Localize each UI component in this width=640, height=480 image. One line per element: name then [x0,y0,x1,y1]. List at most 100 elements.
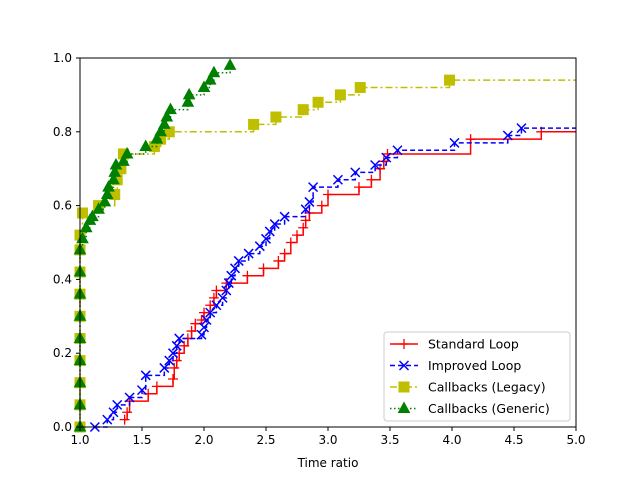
legend-marker [397,401,411,413]
data-point [308,182,319,193]
legend: Standard Loop Improved Loop Callbacks (Leg… [383,331,571,422]
data-point [444,74,456,86]
legend-entry: Standard Loop [390,337,519,352]
data-point [154,124,167,137]
data-point [139,139,153,152]
legend-label: Improved Loop [428,358,521,373]
data-point [378,156,389,167]
data-point [312,96,324,108]
data-point [203,73,217,85]
data-point [120,146,134,159]
data-point [279,211,290,222]
data-point [285,237,296,248]
data-point [300,204,311,215]
data-point [221,285,232,296]
data-point [181,95,195,107]
data-point [449,137,460,148]
data-point [186,326,197,337]
data-point [182,87,196,100]
data-point [229,263,241,274]
data-point [292,230,302,241]
data-point [171,340,182,351]
data-point [223,58,237,70]
data-point [211,285,222,296]
data-point [190,318,201,329]
data-point [151,381,162,392]
legend-label: Callbacks (Generic) [428,401,550,416]
data-point [264,226,275,237]
legend-entry: Callbacks (Legacy) [390,380,546,395]
data-point [502,130,513,141]
data-point [198,322,210,333]
legend-marker [398,360,410,371]
data-point [98,194,112,207]
data-point [112,399,123,410]
plot-area [73,57,577,433]
y-tick-label: 0.2 [53,346,72,360]
data-point [140,370,151,381]
data-point [79,220,93,233]
x-tick-label: 1.0 [70,433,89,447]
data-point [366,174,377,185]
x-axis: 1.0 1.5 2.0 2.5 3.0 3.5 4.0 4.5 5.0 [70,427,586,447]
legend-entry: Callbacks (Generic) [390,401,550,416]
data-point [102,180,115,192]
data-point [242,270,253,281]
y-tick-label: 0.8 [53,125,72,139]
legend-entry: Improved Loop [390,358,521,373]
data-point [167,348,179,359]
data-point [199,307,209,318]
data-point [248,118,260,130]
data-point [196,329,207,340]
data-point [122,407,133,418]
data-point [392,145,403,156]
data-point [205,307,216,318]
series-1 [119,126,576,425]
data-point [179,340,190,351]
data-point [211,300,222,311]
data-point [159,362,170,373]
data-point [273,255,284,266]
data-point [223,278,234,289]
y-tick-label: 0.0 [53,420,72,434]
data-point [350,167,361,178]
data-point [92,202,105,214]
y-tick-label: 0.4 [53,272,72,286]
data-point [196,314,207,325]
data-point [108,165,122,177]
legend-label: Callbacks (Legacy) [428,380,546,395]
data-point [304,196,315,207]
x-tick-label: 2.5 [256,433,275,447]
data-point [354,182,364,193]
x-tick-label: 3.5 [380,433,399,447]
data-point [117,154,130,166]
x-tick-label: 3.0 [318,433,337,447]
data-point [279,248,290,259]
x-tick-label: 5.0 [566,433,585,447]
x-tick-label: 4.5 [504,433,523,447]
y-tick-label: 0.6 [53,199,72,213]
x-tick-label: 2.0 [194,433,213,447]
data-point [164,355,175,366]
data-point [260,233,272,244]
data-point [334,89,346,101]
data-point [108,407,119,418]
data-point [205,300,216,311]
x-tick-label: 1.5 [132,433,151,447]
legend-marker [398,381,410,393]
data-point [168,374,178,385]
series-2 [89,123,576,433]
data-point [332,174,343,185]
series-line [94,127,576,428]
x-tick-label: 4.0 [442,433,461,447]
data-point [119,414,130,425]
data-point [270,111,282,123]
data-point [102,414,113,425]
data-point [174,333,185,344]
data-point [316,200,327,211]
y-tick-label: 1.0 [53,51,72,65]
data-point [298,222,309,233]
legend-box [383,331,571,422]
data-point [160,110,174,122]
